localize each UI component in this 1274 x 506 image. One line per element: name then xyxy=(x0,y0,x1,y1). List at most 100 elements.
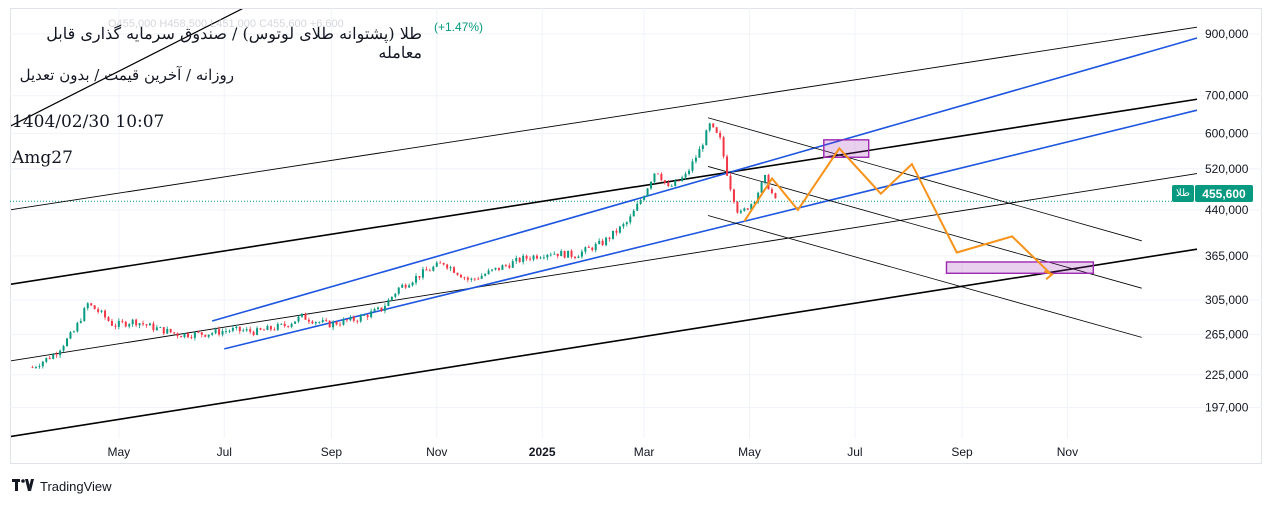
time-tick-label: May xyxy=(738,445,761,459)
candle-body xyxy=(335,321,338,325)
candle-body xyxy=(231,327,234,331)
candle-body xyxy=(667,182,670,186)
candle-body xyxy=(370,311,373,318)
candle-body xyxy=(256,328,259,335)
candle-body xyxy=(456,272,459,275)
candle-body xyxy=(463,277,466,279)
candle-body xyxy=(345,319,348,321)
candle-body xyxy=(193,332,196,338)
candle-body xyxy=(93,305,96,310)
candle-body xyxy=(300,313,303,317)
candle-body xyxy=(228,330,231,332)
candle-body xyxy=(131,319,134,325)
candle-body xyxy=(394,293,397,297)
candle-body xyxy=(218,329,221,335)
candle-body xyxy=(224,331,227,332)
candle-body xyxy=(719,132,722,138)
candle-body xyxy=(508,265,511,268)
candle-body xyxy=(470,278,473,280)
candle-body xyxy=(383,305,386,311)
candle-body xyxy=(366,315,369,318)
candle-body xyxy=(142,323,145,325)
candle-body xyxy=(339,324,342,326)
candle-body xyxy=(128,324,131,327)
candle-body xyxy=(397,287,400,294)
candle-body xyxy=(639,200,642,204)
candle-body xyxy=(698,149,701,158)
candle-body xyxy=(52,354,55,359)
candle-body xyxy=(435,262,438,267)
candle-body xyxy=(594,243,597,251)
candle-body xyxy=(612,230,615,239)
candle-body xyxy=(266,326,269,331)
candle-body xyxy=(674,180,677,186)
projection-path[interactable] xyxy=(743,146,1055,281)
candle-body xyxy=(484,274,487,276)
candle-body xyxy=(428,270,431,272)
candle-body xyxy=(739,210,742,213)
candle-body xyxy=(757,192,760,203)
symbol-badge: طلا xyxy=(1172,185,1194,202)
candle-body xyxy=(539,257,542,259)
candle-body xyxy=(110,320,113,326)
zones[interactable] xyxy=(823,139,1095,274)
candle-body xyxy=(287,326,290,327)
candle-body xyxy=(249,329,252,332)
candle-body xyxy=(404,284,407,288)
time-tick-label: Jul xyxy=(847,445,862,459)
candle-body xyxy=(722,137,725,157)
candle-body xyxy=(691,161,694,171)
candle-body xyxy=(311,321,314,324)
candle-body xyxy=(753,202,756,205)
candle-body xyxy=(242,330,245,332)
trendline xyxy=(211,37,1198,322)
candle-body xyxy=(162,327,165,334)
candle-body xyxy=(259,328,262,330)
candle-body xyxy=(363,315,366,316)
candle-body xyxy=(529,258,532,260)
candle-body xyxy=(97,309,100,312)
candle-body xyxy=(577,256,580,258)
price-tick-label: 700,000 xyxy=(1205,89,1249,103)
candle-body xyxy=(473,278,476,280)
candle-body xyxy=(176,333,179,337)
candle-body xyxy=(135,319,138,326)
candle-body xyxy=(214,329,217,334)
candle-body xyxy=(715,127,718,133)
candle-body xyxy=(643,196,646,201)
candle-body xyxy=(477,278,480,280)
candle-body xyxy=(732,189,735,202)
candle-body xyxy=(660,174,663,181)
candle-body xyxy=(563,251,566,258)
candle-body xyxy=(276,324,279,330)
candle-body xyxy=(670,185,673,187)
candle-body xyxy=(615,230,618,233)
candle-body xyxy=(332,321,335,328)
candle-body xyxy=(560,251,563,257)
candle-body xyxy=(55,354,58,356)
change-percent: (+1.47%) xyxy=(434,20,484,34)
chart-pane[interactable] xyxy=(10,8,1262,464)
price-axis[interactable]: 900,000 700,000 600,000 520,000 440,000 365,0… xyxy=(1205,27,1249,415)
symbol-title: طلا (پشتوانه طلای لوتوس) / صندوق سرمایه … xyxy=(46,24,422,62)
candle-body xyxy=(764,174,767,183)
candle-body xyxy=(48,357,51,359)
candle-body xyxy=(235,326,238,328)
candle-body xyxy=(408,285,411,288)
candle-body xyxy=(104,310,107,318)
time-axis[interactable]: May Jul Sep Nov 2025 Mar May Jul Sep Nov xyxy=(108,445,1079,459)
candle-body xyxy=(567,250,570,258)
candle-body xyxy=(45,357,48,362)
trendlines[interactable] xyxy=(10,0,1198,438)
candle-body xyxy=(152,323,155,331)
time-tick-label: May xyxy=(108,445,131,459)
candle-body xyxy=(359,315,362,322)
candle-body xyxy=(321,320,324,322)
grid xyxy=(10,8,1262,438)
candle-body xyxy=(297,316,300,322)
candle-body xyxy=(138,323,141,326)
time-tick-label: Sep xyxy=(951,445,973,459)
footer-brand[interactable]: TradingView xyxy=(12,478,112,494)
candle-body xyxy=(580,251,583,257)
